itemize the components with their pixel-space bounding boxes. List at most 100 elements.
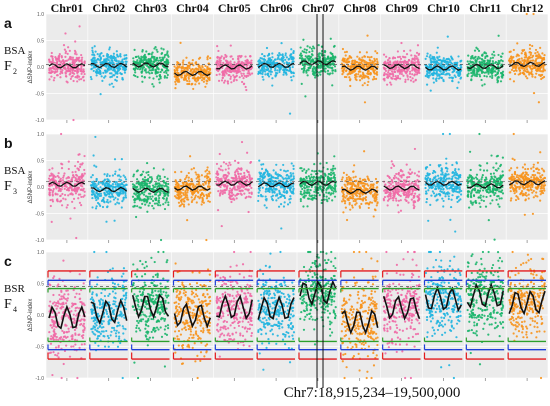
data-point xyxy=(150,53,153,56)
data-point xyxy=(399,71,402,74)
data-point xyxy=(540,57,544,60)
data-point xyxy=(290,191,294,195)
data-point xyxy=(275,188,278,191)
data-point xyxy=(229,75,232,78)
data-point xyxy=(62,66,65,69)
data-point xyxy=(95,68,98,72)
data-point xyxy=(177,201,181,204)
data-point xyxy=(92,66,95,69)
data-point xyxy=(323,198,326,201)
data-point xyxy=(78,68,81,71)
data-point xyxy=(178,66,181,69)
data-point xyxy=(52,187,55,191)
data-point xyxy=(224,168,227,171)
data-point xyxy=(99,93,102,96)
data-point xyxy=(299,199,302,203)
data-point xyxy=(93,45,96,48)
data-point xyxy=(276,69,279,72)
data-point xyxy=(197,173,200,176)
data-point xyxy=(104,65,108,68)
data-point xyxy=(313,71,316,74)
data-point xyxy=(190,196,193,199)
data-point xyxy=(538,67,542,70)
data-point xyxy=(216,60,219,63)
data-point xyxy=(195,183,198,186)
data-point xyxy=(119,175,122,178)
data-point xyxy=(82,79,86,82)
data-point xyxy=(331,54,334,57)
data-point xyxy=(366,83,369,87)
data-point xyxy=(374,50,377,53)
data-point xyxy=(78,25,81,28)
data-point xyxy=(111,174,114,177)
data-point xyxy=(412,80,415,83)
data-point xyxy=(388,60,392,63)
data-point xyxy=(167,182,170,186)
data-point xyxy=(147,204,150,207)
data-point xyxy=(522,67,525,70)
data-point xyxy=(279,66,282,69)
data-point xyxy=(242,72,245,75)
data-point xyxy=(224,53,227,57)
data-point xyxy=(333,65,337,68)
data-point xyxy=(50,60,53,64)
data-point xyxy=(57,55,60,58)
data-point xyxy=(155,48,158,51)
data-point xyxy=(286,173,289,177)
data-point xyxy=(416,57,419,60)
data-point xyxy=(312,176,315,179)
data-point xyxy=(206,179,209,182)
data-point xyxy=(414,70,417,73)
data-point xyxy=(64,198,67,201)
data-point xyxy=(160,68,163,71)
data-point xyxy=(96,196,100,199)
data-point xyxy=(248,177,251,180)
data-point xyxy=(365,51,368,54)
data-point xyxy=(209,56,212,60)
data-point xyxy=(103,201,106,204)
data-point xyxy=(429,54,432,57)
data-point xyxy=(108,61,111,64)
data-point xyxy=(318,185,322,189)
data-point xyxy=(331,189,334,192)
data-point xyxy=(370,61,374,65)
data-point xyxy=(113,74,116,77)
data-point xyxy=(265,68,269,71)
data-point xyxy=(51,57,54,60)
data-point xyxy=(304,95,307,98)
data-point xyxy=(226,80,229,83)
data-point xyxy=(227,172,230,175)
data-point xyxy=(411,67,414,70)
data-point xyxy=(142,170,145,173)
data-point xyxy=(460,59,463,62)
data-point xyxy=(203,70,206,74)
data-point xyxy=(240,184,243,188)
data-point xyxy=(274,67,277,70)
data-point xyxy=(73,63,76,66)
data-point xyxy=(56,61,59,64)
data-point xyxy=(383,61,386,64)
data-point xyxy=(201,196,204,199)
data-point xyxy=(187,82,191,85)
data-point xyxy=(166,177,169,180)
data-point xyxy=(484,55,487,58)
data-point xyxy=(473,49,477,52)
data-point xyxy=(331,69,335,72)
data-point xyxy=(408,59,411,62)
data-point xyxy=(94,50,97,53)
data-point xyxy=(489,59,492,62)
data-point xyxy=(235,177,239,180)
data-point xyxy=(367,72,370,76)
panel-generation-subscript: 2 xyxy=(13,67,17,76)
data-point xyxy=(242,177,245,180)
data-point xyxy=(333,44,336,48)
data-point xyxy=(141,49,144,52)
data-point xyxy=(150,69,153,72)
data-point xyxy=(62,176,65,179)
data-point xyxy=(187,76,190,79)
data-point xyxy=(124,194,127,197)
data-point xyxy=(497,34,500,37)
data-point xyxy=(91,193,94,196)
data-point xyxy=(205,176,209,180)
data-point xyxy=(489,57,492,60)
